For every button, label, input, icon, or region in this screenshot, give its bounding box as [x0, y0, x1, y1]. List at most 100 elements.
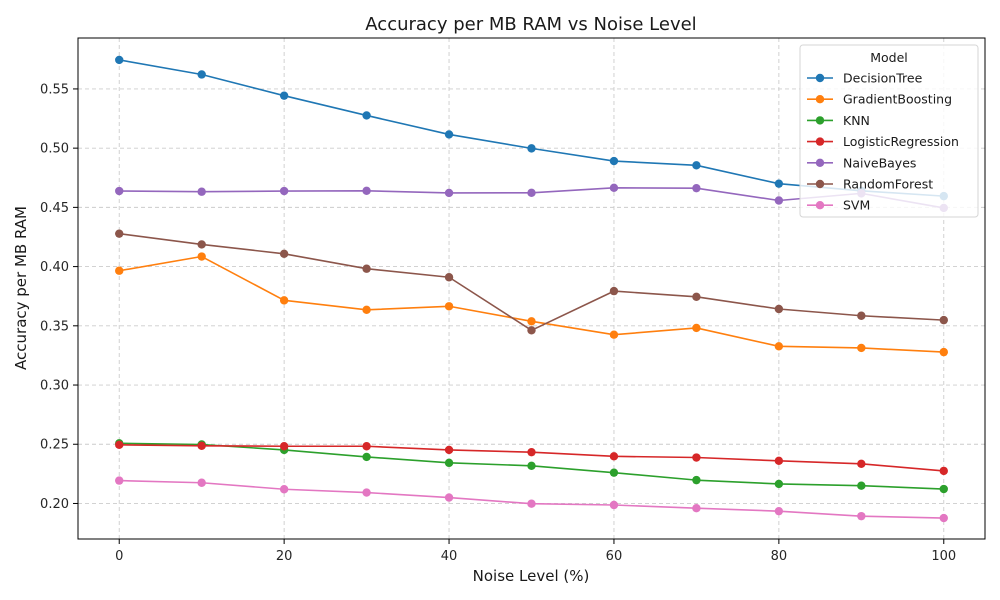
- y-axis-ticks: 0.20 0.25 0.30 0.35 0.40 0.45 0.50 0.55: [40, 82, 78, 512]
- data-point-gradientboosting: [774, 342, 784, 351]
- legend: Model DecisionTree GradientBoosting KNN Logi…: [799, 44, 979, 218]
- data-point-randomforest: [609, 286, 619, 296]
- data-point-randomforest: [527, 326, 536, 335]
- x-tick-label: 80: [771, 549, 788, 564]
- data-point-logisticregression: [774, 456, 784, 466]
- data-point-decisiontree: [774, 179, 784, 188]
- data-point-svm: [197, 478, 206, 487]
- data-point-gradientboosting: [692, 323, 701, 333]
- series-line-gradientboosting: [119, 255, 944, 353]
- legend-label-randomforest: RandomForest: [843, 177, 933, 192]
- legend-label-naivebayes: NaiveBayes: [843, 155, 916, 170]
- data-point-svm: [115, 476, 124, 485]
- legend-box: [799, 44, 979, 218]
- data-point-decisiontree: [115, 55, 124, 65]
- data-point-knn: [362, 452, 371, 462]
- series-logisticregression: [115, 440, 948, 476]
- series-svm: [115, 476, 948, 523]
- data-point-decisiontree: [609, 156, 619, 166]
- data-point-knn: [609, 468, 619, 477]
- legend-label-logisticregression: LogisticRegression: [843, 134, 959, 149]
- series-randomforest: [115, 229, 948, 335]
- data-point-gradientboosting: [857, 343, 866, 353]
- data-point-decisiontree: [362, 111, 371, 120]
- data-point-svm: [609, 500, 619, 510]
- legend-marker-gradientboosting: [815, 95, 825, 104]
- data-point-logisticregression: [115, 440, 124, 450]
- y-tick-label: 0.50: [40, 142, 69, 157]
- data-point-gradientboosting: [197, 252, 206, 261]
- y-tick-label: 0.35: [40, 319, 69, 334]
- y-tick-label: 0.25: [40, 438, 69, 453]
- data-point-knn: [527, 461, 536, 471]
- y-tick-label: 0.30: [40, 379, 69, 394]
- data-point-svm: [362, 488, 371, 497]
- x-tick-label: 40: [441, 549, 458, 564]
- data-point-knn: [692, 475, 701, 485]
- data-point-naivebayes: [362, 186, 371, 195]
- legend-marker-randomforest: [815, 179, 825, 189]
- data-point-svm: [279, 485, 289, 494]
- legend-label-gradientboosting: GradientBoosting: [843, 92, 952, 107]
- data-point-naivebayes: [444, 188, 454, 198]
- data-point-naivebayes: [609, 183, 619, 193]
- data-point-knn: [774, 479, 784, 489]
- data-point-gradientboosting: [527, 317, 536, 326]
- data-point-svm: [527, 499, 536, 508]
- legend-marker-knn: [815, 116, 825, 125]
- data-point-randomforest: [692, 292, 701, 301]
- data-point-logisticregression: [362, 442, 371, 451]
- data-point-logisticregression: [279, 442, 289, 451]
- data-point-decisiontree: [444, 130, 454, 139]
- data-point-logisticregression: [527, 447, 536, 457]
- series-gradientboosting: [115, 252, 948, 357]
- data-point-naivebayes: [774, 196, 784, 205]
- plot-series: [115, 55, 948, 523]
- data-point-logisticregression: [939, 466, 948, 476]
- data-point-decisiontree: [527, 144, 536, 153]
- data-point-decisiontree: [279, 91, 289, 100]
- chart-title: Accuracy per MB RAM vs Noise Level: [365, 14, 696, 35]
- data-point-gradientboosting: [279, 296, 289, 305]
- data-point-logisticregression: [857, 459, 866, 468]
- data-point-naivebayes: [197, 187, 206, 196]
- data-point-gradientboosting: [362, 305, 371, 315]
- data-point-naivebayes: [692, 183, 701, 193]
- data-point-randomforest: [279, 249, 289, 258]
- plot-frame: [77, 37, 986, 540]
- data-point-decisiontree: [692, 161, 701, 170]
- data-point-randomforest: [362, 264, 371, 273]
- data-point-knn: [444, 458, 454, 468]
- data-point-randomforest: [197, 240, 206, 249]
- data-point-randomforest: [115, 229, 124, 238]
- data-point-svm: [857, 511, 866, 521]
- x-axis-ticks: 0 20 40 60 80 100: [115, 539, 956, 564]
- legend-marker-decisiontree: [815, 73, 825, 83]
- data-point-logisticregression: [444, 445, 454, 455]
- x-tick-label: 100: [931, 549, 956, 564]
- x-tick-label: 60: [606, 549, 623, 564]
- x-tick-label: 0: [115, 549, 123, 564]
- data-point-logisticregression: [609, 452, 619, 461]
- data-point-gradientboosting: [939, 347, 948, 357]
- data-point-logisticregression: [197, 441, 206, 450]
- series-line-svm: [119, 479, 944, 519]
- data-point-decisiontree: [197, 70, 206, 79]
- legend-marker-naivebayes: [815, 158, 825, 167]
- legend-label-svm: SVM: [843, 198, 870, 213]
- data-point-logisticregression: [692, 453, 701, 462]
- data-point-randomforest: [774, 304, 784, 314]
- data-point-svm: [692, 504, 701, 513]
- legend-marker-svm: [815, 201, 825, 210]
- data-point-randomforest: [444, 273, 454, 282]
- data-point-svm: [444, 493, 454, 502]
- data-point-gradientboosting: [115, 266, 124, 275]
- data-point-knn: [857, 481, 866, 490]
- data-point-svm: [939, 513, 948, 523]
- legend-marker-logisticregression: [815, 137, 825, 146]
- data-point-svm: [774, 506, 784, 516]
- x-tick-label: 20: [276, 549, 293, 564]
- data-point-naivebayes: [115, 186, 124, 196]
